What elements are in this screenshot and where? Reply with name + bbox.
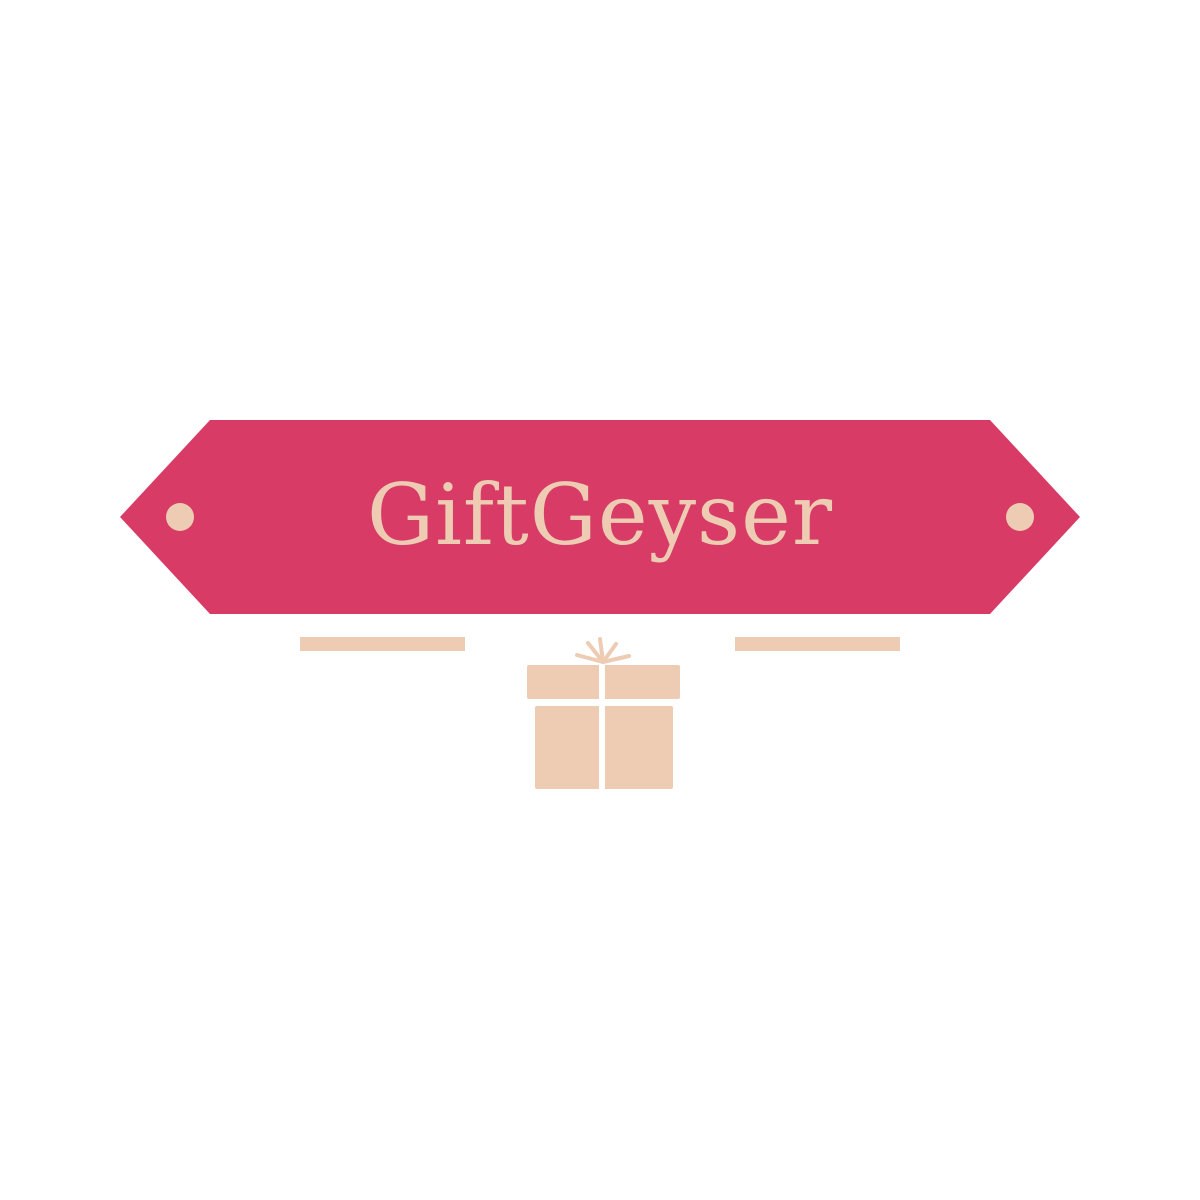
gift-box-icon: [527, 637, 680, 789]
divider-line-left: [300, 637, 465, 651]
banner-dot-right: [1006, 503, 1034, 531]
brand-name: GiftGeyser: [366, 466, 834, 564]
banner-shape: [120, 420, 1080, 614]
banner-dot-left: [166, 503, 194, 531]
divider-line-right: [735, 637, 900, 651]
